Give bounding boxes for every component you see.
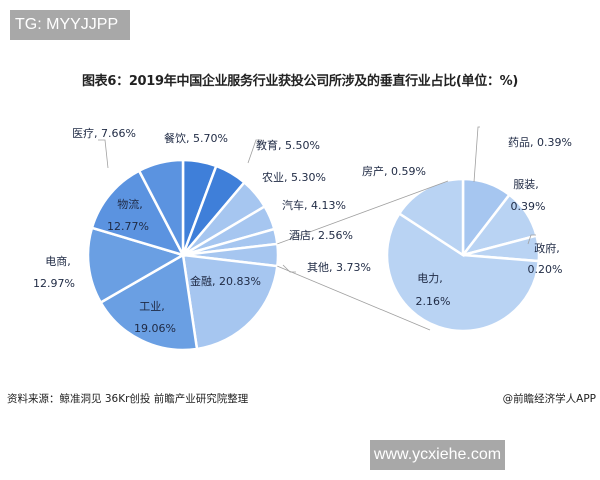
label-服装: 服装, xyxy=(513,178,539,191)
slice-物流 xyxy=(90,169,186,258)
slice-labels: 医疗, 7.66% 餐饮, 5.70% 教育, 5.50% 农业, 5.30% 汽车, … xyxy=(33,126,572,335)
label-物流: 物流, xyxy=(117,197,143,211)
leader-lines xyxy=(98,126,536,331)
slice-电力 xyxy=(385,211,541,333)
label-教育: 教育, 5.50% xyxy=(256,138,320,152)
label-政府: 政府, xyxy=(534,241,560,255)
label-工业-value: 19.06% xyxy=(134,322,176,335)
label-电商: 电商, xyxy=(45,254,71,268)
label-餐饮: 餐饮, 5.70% xyxy=(164,131,228,145)
label-服装-value: 0.39% xyxy=(511,200,546,213)
slice-电商 xyxy=(86,226,187,305)
watermark-bottom: www.ycxiehe.com xyxy=(370,440,505,470)
label-电力-value: 2.16% xyxy=(416,295,451,308)
credit-note: @前瞻经济学人APP xyxy=(502,393,596,405)
source-note: 资料来源：鲸准洞见 36Kr创投 前瞻产业研究院整理 xyxy=(7,393,249,405)
label-政府-value: 0.20% xyxy=(528,263,563,276)
watermark-top: TG: MYYJJPP xyxy=(10,10,130,40)
label-酒店: 酒店, 2.56% xyxy=(289,228,353,242)
label-其他: 其他, 3.73% xyxy=(307,261,371,274)
slice-工业 xyxy=(99,252,199,352)
label-药品: 药品, 0.39% xyxy=(508,136,572,149)
label-金融: 金融, 20.83% xyxy=(190,274,261,288)
label-医疗: 医疗, 7.66% xyxy=(72,126,136,140)
label-电商-value: 12.97% xyxy=(33,277,75,290)
label-农业: 农业, 5.30% xyxy=(262,170,326,184)
sub-pie xyxy=(385,177,541,333)
slice-金融 xyxy=(181,253,279,351)
label-工业: 工业, xyxy=(139,300,165,313)
label-电力: 电力, xyxy=(417,272,443,285)
label-物流-value: 12.77% xyxy=(107,220,149,233)
chart-title: 图表6：2019年中国企业服务行业获投公司所涉及的垂直行业占比(单位：%) xyxy=(81,74,519,89)
slice-房产 xyxy=(397,177,465,258)
slice-医疗 xyxy=(137,158,185,256)
label-汽车: 汽车, 4.13% xyxy=(282,198,346,212)
main-pie xyxy=(86,158,280,352)
label-房产: 房产, 0.59% xyxy=(362,164,426,178)
